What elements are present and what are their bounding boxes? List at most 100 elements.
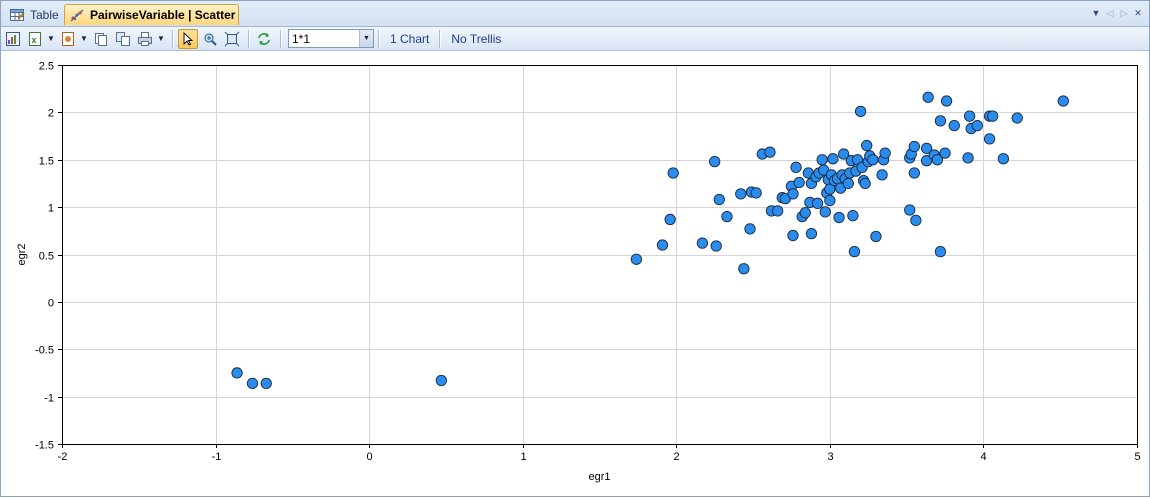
select-pointer-button[interactable] bbox=[178, 28, 198, 49]
scroll-right-icon[interactable]: ▷ bbox=[1120, 8, 1128, 18]
scatter-point[interactable] bbox=[939, 147, 951, 159]
scatter-point[interactable] bbox=[861, 139, 873, 152]
window-controls: ▼ ◁ ▷ ✕ bbox=[1091, 6, 1143, 20]
trellis-button[interactable]: No Trellis bbox=[451, 31, 502, 46]
scatter-point[interactable] bbox=[793, 176, 805, 189]
scatter-point[interactable] bbox=[934, 115, 947, 127]
scatter-point[interactable] bbox=[910, 214, 922, 227]
scatter-point[interactable] bbox=[824, 194, 836, 207]
export-image-button[interactable] bbox=[58, 29, 78, 49]
scatter-point[interactable] bbox=[721, 210, 733, 223]
scatter-point[interactable] bbox=[738, 263, 750, 275]
scatter-point[interactable] bbox=[867, 154, 879, 166]
close-icon[interactable]: ✕ bbox=[1134, 8, 1142, 18]
chevron-down-icon[interactable]: ▼ bbox=[359, 30, 373, 47]
image-export-icon bbox=[62, 31, 74, 46]
scatter-point[interactable] bbox=[854, 105, 867, 118]
y-tick-label: 1.5 bbox=[39, 156, 54, 168]
scatter-point[interactable] bbox=[842, 177, 854, 190]
scatter-point[interactable] bbox=[630, 253, 643, 265]
scatter-point[interactable] bbox=[771, 205, 784, 217]
scroll-left-icon[interactable]: ◁ bbox=[1106, 8, 1114, 18]
scatter-point[interactable] bbox=[940, 95, 953, 107]
scatter-point[interactable] bbox=[811, 197, 824, 209]
scatter-point[interactable] bbox=[744, 223, 756, 235]
scatter-point[interactable] bbox=[799, 207, 811, 219]
scatter-point[interactable] bbox=[904, 204, 916, 216]
scatter-point[interactable] bbox=[735, 188, 747, 200]
y-tick-label: 0.5 bbox=[39, 251, 54, 263]
x-tick-label: 2 bbox=[673, 451, 679, 463]
toolbar-separator bbox=[248, 29, 250, 48]
toolbar-separator bbox=[172, 29, 174, 48]
scatter-point[interactable] bbox=[870, 230, 882, 243]
scatter-point[interactable] bbox=[805, 228, 818, 240]
scatter-point[interactable] bbox=[656, 239, 669, 251]
scatter-point[interactable] bbox=[713, 193, 725, 206]
scatter-point[interactable] bbox=[962, 152, 974, 164]
copy-all-button[interactable] bbox=[113, 29, 133, 49]
scatter-point[interactable] bbox=[764, 146, 776, 158]
scatter-point[interactable] bbox=[709, 155, 721, 168]
print-dropdown-icon[interactable]: ▼ bbox=[157, 34, 165, 43]
layout-combobox[interactable]: 1*1 ▼ bbox=[288, 29, 374, 48]
scatter-point[interactable] bbox=[922, 91, 934, 103]
scatter-point[interactable] bbox=[848, 246, 861, 258]
scatter-point[interactable] bbox=[948, 119, 960, 132]
scatter-point[interactable] bbox=[790, 161, 802, 173]
chart-count-button[interactable]: 1 Chart bbox=[390, 31, 430, 46]
scatter-point[interactable] bbox=[827, 153, 839, 165]
scatter-point[interactable] bbox=[847, 210, 859, 222]
chart-properties-icon bbox=[6, 31, 20, 46]
scatter-point[interactable] bbox=[787, 229, 799, 242]
scatter-point[interactable] bbox=[1057, 95, 1069, 107]
scatter-point[interactable] bbox=[934, 246, 947, 258]
chart-properties-button[interactable] bbox=[3, 29, 23, 49]
scatter-point[interactable] bbox=[710, 240, 722, 252]
copy-button[interactable] bbox=[91, 29, 111, 49]
scatter-point[interactable] bbox=[787, 188, 799, 200]
x-axis-ticks: -2 -1 0 1 2 3 4 5 bbox=[58, 444, 1141, 463]
scatter-point[interactable] bbox=[859, 177, 871, 190]
scatter-point[interactable] bbox=[963, 110, 976, 122]
scatter-point[interactable] bbox=[667, 167, 679, 179]
scatter-point[interactable] bbox=[986, 110, 999, 122]
scatter-point[interactable] bbox=[833, 211, 845, 224]
tab-pairwise-scatter[interactable]: PairwiseVariable | Scatter bbox=[64, 4, 239, 25]
scatter-point[interactable] bbox=[971, 119, 983, 132]
y-tick-label: 2 bbox=[48, 108, 54, 120]
scatter-point[interactable] bbox=[750, 187, 762, 199]
fit-to-window-button[interactable] bbox=[222, 29, 242, 49]
scatter-point[interactable] bbox=[819, 206, 831, 218]
export-dropdown-icon[interactable]: ▼ bbox=[47, 34, 55, 43]
scatter-point[interactable] bbox=[260, 377, 272, 390]
x-tick-label: 0 bbox=[366, 451, 372, 463]
print-icon bbox=[138, 31, 152, 46]
scatter-point[interactable] bbox=[931, 154, 944, 166]
tab-table[interactable]: Table bbox=[5, 4, 63, 25]
print-button[interactable] bbox=[135, 29, 155, 49]
image-dropdown-icon[interactable]: ▼ bbox=[80, 34, 88, 43]
scatter-point[interactable] bbox=[435, 374, 447, 387]
scatter-point[interactable] bbox=[997, 153, 1010, 165]
scatter-point[interactable] bbox=[908, 167, 920, 179]
scatter-point[interactable] bbox=[983, 133, 996, 145]
y-axis-ticks: -1.5 -1 -0.5 0 0.5 1 1.5 2 2.5 bbox=[35, 61, 62, 452]
scatter-point[interactable] bbox=[876, 169, 888, 181]
scatter-point[interactable] bbox=[664, 213, 676, 226]
refresh-button[interactable] bbox=[254, 29, 274, 49]
scatter-point[interactable] bbox=[838, 148, 850, 160]
scatter-point[interactable] bbox=[1011, 112, 1023, 124]
scatter-point[interactable] bbox=[908, 140, 920, 153]
scatter-point[interactable] bbox=[231, 367, 243, 379]
scatter-point[interactable] bbox=[696, 237, 709, 249]
export-excel-button[interactable]: x bbox=[25, 29, 45, 49]
chart-area: -2 -1 0 1 2 3 4 5 -1.5 -1 -0.5 0 0.5 1 1.5 2 2.5 egr1 e… bbox=[1, 52, 1149, 496]
scatter-point[interactable] bbox=[920, 142, 933, 155]
scatter-point[interactable] bbox=[879, 147, 891, 159]
zoom-button[interactable] bbox=[200, 29, 220, 49]
scatter-point[interactable] bbox=[246, 377, 259, 390]
tab-list-dropdown-icon[interactable]: ▼ bbox=[1091, 8, 1101, 18]
scatter-point[interactable] bbox=[816, 154, 828, 166]
